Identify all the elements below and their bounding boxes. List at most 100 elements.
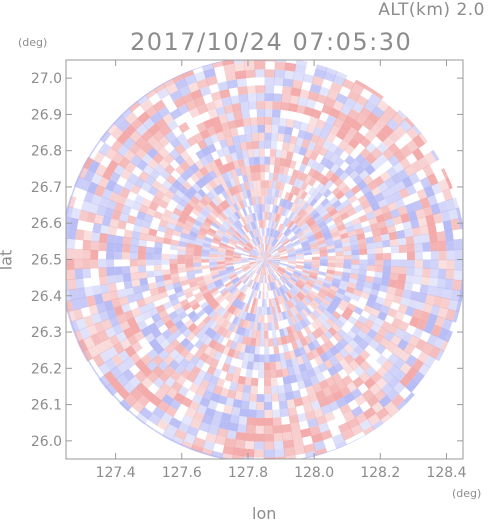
radar-bin xyxy=(67,279,76,291)
radar-bin xyxy=(185,259,193,263)
radar-bin xyxy=(75,229,84,241)
radar-bin xyxy=(254,61,265,69)
radar-bin xyxy=(257,117,265,125)
radar-bin xyxy=(413,235,422,245)
radar-bin xyxy=(265,109,274,117)
radar-bin xyxy=(246,141,253,150)
radar-bin xyxy=(122,266,130,274)
radar-bin xyxy=(454,260,462,271)
radar-bin xyxy=(270,370,277,378)
radar-bin xyxy=(67,238,76,250)
radar-bin xyxy=(106,242,115,251)
radar-bin xyxy=(115,274,124,283)
radar-bin xyxy=(255,172,260,180)
radar-bin xyxy=(264,434,274,442)
radar-bin xyxy=(256,93,265,101)
radar-bin xyxy=(375,253,383,260)
radar-bin xyxy=(262,212,265,220)
radar-bin xyxy=(264,354,270,362)
radar-bin xyxy=(250,117,258,125)
radar-bin xyxy=(273,433,284,442)
radar-bin xyxy=(234,62,246,71)
radar-bin xyxy=(255,418,264,426)
radar-bin xyxy=(265,157,271,165)
radar-bin xyxy=(344,255,352,260)
radar-bin xyxy=(256,410,265,418)
radar-bin xyxy=(335,251,343,256)
radar-bin xyxy=(422,242,431,252)
radar-bin xyxy=(423,260,431,269)
y-tick-label: 26.8 xyxy=(31,144,62,160)
radar-bin xyxy=(414,243,423,252)
radar-bin xyxy=(415,251,423,260)
radar-bin xyxy=(264,426,274,434)
radar-bin xyxy=(138,252,146,259)
radar-bin xyxy=(274,70,285,79)
radar-bin xyxy=(414,267,423,276)
radar-bin xyxy=(138,265,146,273)
radar-bin xyxy=(265,85,275,93)
radar-bin xyxy=(430,268,439,278)
radar-bin xyxy=(82,259,90,269)
radar-bin xyxy=(399,245,407,253)
radar-bin xyxy=(209,259,217,262)
radar-bin xyxy=(114,251,122,260)
radar-bin xyxy=(169,259,177,264)
y-tick-label: 26.5 xyxy=(31,253,62,269)
radar-bin xyxy=(269,354,275,362)
radar-bin xyxy=(273,441,284,450)
x-tick-label: 128.0 xyxy=(294,465,334,481)
radar-bin xyxy=(107,275,116,285)
radar-bin xyxy=(454,270,463,282)
radar-bin xyxy=(154,259,162,265)
radar-bin xyxy=(438,269,447,280)
radar-bin xyxy=(343,250,351,255)
radar-bin xyxy=(264,339,269,347)
x-tick-label: 127.4 xyxy=(96,465,136,481)
radar-bin xyxy=(217,259,225,262)
radar-bin xyxy=(271,125,279,134)
radar-bin xyxy=(264,347,269,355)
radar-bin xyxy=(264,307,267,315)
radar-bin xyxy=(259,149,265,157)
radar-bin xyxy=(240,102,250,111)
radar-bin xyxy=(446,260,454,271)
radar-bin xyxy=(247,93,257,102)
radar-bin xyxy=(225,259,233,261)
radar-bin xyxy=(296,257,304,259)
radar-bin xyxy=(289,415,299,424)
radar-bin xyxy=(260,164,265,172)
radar-bin xyxy=(177,263,185,268)
radar-bin xyxy=(246,425,256,434)
radar-bin xyxy=(273,93,283,102)
radar-bin xyxy=(244,62,256,71)
radar-bin xyxy=(258,362,264,370)
radar-bin xyxy=(255,85,265,93)
radar-bin xyxy=(245,70,256,79)
radar-bin xyxy=(177,255,185,260)
radar-bin xyxy=(235,70,246,79)
radar-bin xyxy=(90,250,98,260)
radar-bin xyxy=(265,117,273,125)
radar-bin xyxy=(75,268,84,279)
radar-bin xyxy=(253,149,260,157)
radar-bin xyxy=(248,401,257,410)
radar-bin xyxy=(439,250,447,260)
radar-bin xyxy=(272,101,281,110)
radar-bin xyxy=(367,254,375,260)
radar-bin xyxy=(274,457,286,466)
radar-bin xyxy=(430,241,439,251)
radar-bin xyxy=(391,266,400,274)
radar-bin xyxy=(245,369,253,378)
radar-bin xyxy=(130,245,139,253)
radar-bin xyxy=(437,231,446,242)
radar-bin xyxy=(254,441,265,449)
radar-bin xyxy=(265,93,274,101)
radar-bin xyxy=(336,255,344,259)
radar-bin xyxy=(272,409,281,418)
x-tick-label: 128.2 xyxy=(360,465,400,481)
radar-bin xyxy=(276,369,283,378)
radar-bin xyxy=(257,394,265,402)
radar-bin xyxy=(359,249,367,255)
